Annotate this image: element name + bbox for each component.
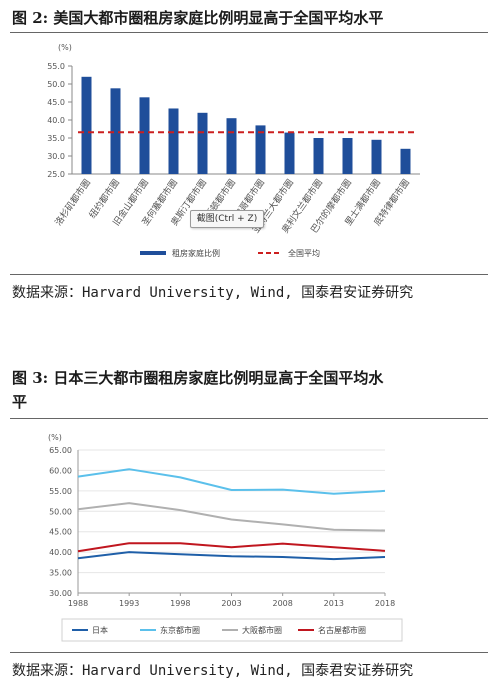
bar-0 [81, 76, 92, 174]
y-tick-label: 50.00 [49, 507, 72, 516]
title-rule [10, 32, 488, 33]
legend-label-0: 日本 [92, 625, 108, 635]
bar-1 [110, 88, 121, 174]
y-unit-label: (%) [58, 43, 72, 52]
y-tick-label: 65.00 [49, 446, 72, 455]
bar-6 [255, 125, 266, 174]
source-rule-2 [10, 652, 488, 653]
y-tick-label: 50.0 [47, 80, 65, 89]
y-tick-label: 30.0 [47, 152, 65, 161]
bar-3 [168, 108, 179, 174]
x-tick-label: 2008 [272, 599, 292, 608]
legend-label-3: 名古屋都市圈 [318, 625, 366, 635]
figure-3-source: 数据来源：Harvard University, Wind, 国泰君安证券研究 [12, 663, 414, 679]
y-tick-label: 40.0 [47, 116, 65, 125]
figure-3-title: 图 3: 日本三大都市圈租房家庭比例明显高于全国平均水 [12, 369, 384, 387]
y-tick-label: 30.00 [49, 589, 72, 598]
x-tick-label: 2013 [324, 599, 344, 608]
series-line-2 [77, 502, 386, 532]
y-tick-label: 25.0 [47, 170, 65, 179]
line-chart: (%) 30.00 35.00 40.00 45.00 50.00 55.00 60.00 65… [48, 433, 403, 642]
y-tick-label: 40.00 [49, 548, 72, 557]
y-tick-label: 55.00 [49, 487, 72, 496]
series-line-1 [77, 468, 386, 495]
bar-8 [313, 138, 324, 174]
bar-7 [284, 132, 295, 174]
y-tick-label: 45.0 [47, 98, 65, 107]
bar-10 [371, 139, 382, 174]
x-category-label: 洛杉矶都市圈 [52, 177, 93, 228]
legend-label-bar: 租房家庭比例 [172, 248, 220, 258]
series-line-0 [77, 551, 386, 561]
bar-chart: (%)25.030.035.040.045.050.055.0洛杉矶都市圈纽约都… [47, 43, 420, 258]
legend-label-2: 大阪都市圈 [242, 625, 282, 635]
legend-swatch-bar [140, 251, 166, 255]
y-unit-label: (%) [48, 433, 62, 442]
bar-5 [226, 118, 237, 174]
screenshot-tooltip: 截图(Ctrl + Z) [190, 210, 264, 228]
y-tick-label: 35.0 [47, 134, 65, 143]
y-tick-label: 45.00 [49, 528, 72, 537]
y-tick-label: 60.00 [49, 466, 72, 475]
figure-2-source: 数据来源：Harvard University, Wind, 国泰君安证券研究 [12, 285, 414, 301]
legend-box [61, 618, 403, 642]
figure-2-title: 图 2: 美国大都市圈租房家庭比例明显高于全国平均水平 [12, 9, 384, 27]
x-tick-label: 2018 [375, 599, 395, 608]
y-tick-label: 55.0 [47, 62, 65, 71]
x-tick-label: 1998 [170, 599, 190, 608]
x-tick-label: 2003 [221, 599, 241, 608]
bar-2 [139, 97, 150, 174]
x-tick-label: 1993 [119, 599, 139, 608]
legend-label-average: 全国平均 [288, 248, 320, 258]
series-line-3 [77, 542, 386, 553]
legend-label-1: 东京都市圈 [160, 625, 200, 635]
source-rule [10, 274, 488, 275]
bar-11 [400, 148, 411, 174]
figure-3-title-cont: 平 [12, 393, 28, 411]
bar-9 [342, 138, 353, 174]
bar-4 [197, 112, 208, 174]
x-tick-label: 1988 [68, 599, 88, 608]
y-tick-label: 35.00 [49, 569, 72, 578]
title-rule-2 [10, 418, 488, 419]
